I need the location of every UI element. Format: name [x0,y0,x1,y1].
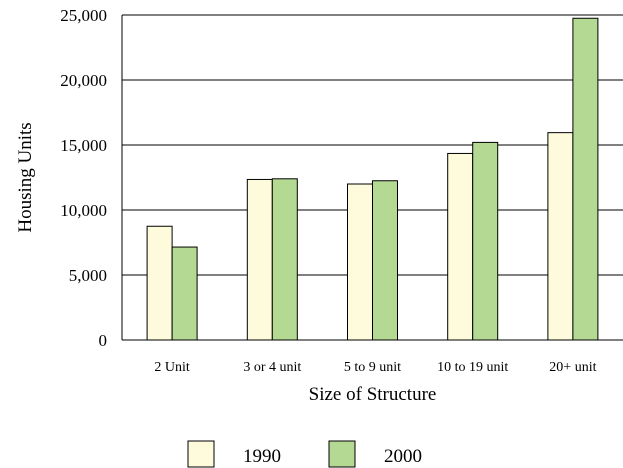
x-tick-label: 20+ unit [549,360,596,375]
bar-1990-4 [547,132,574,341]
bar-2000-0 [171,246,198,341]
y-tick-label: 15,000 [60,136,107,155]
bar-2000-3 [472,141,499,341]
y-axis-title: Housing Units [15,122,36,232]
y-tick-label: 25,000 [60,6,107,25]
y-tick-label: 10,000 [60,201,107,220]
bar-1990-1 [246,178,273,341]
y-tick-label: 0 [99,331,108,350]
y-axis-tick-labels: 0 5,000 10,000 15,000 20,000 25,000 [60,6,107,350]
x-tick-label: 5 to 9 unit [344,360,401,375]
bar-2000-2 [372,180,398,341]
x-tick-label: 2 Unit [154,360,190,375]
x-tick-label: 3 or 4 unit [243,360,301,375]
x-axis-tick-labels: 2 Unit 3 or 4 unit 5 to 9 unit 10 to 19 uni… [154,360,596,375]
legend-label: 1990 [243,446,281,467]
x-tick-label: 10 to 19 unit [437,360,508,375]
bar-1990-3 [447,152,474,341]
legend-swatch-1990 [187,440,215,468]
y-tick-label: 5,000 [69,266,107,285]
bars [146,17,599,341]
bar-2000-1 [271,178,298,341]
bar-2000-4 [572,17,599,341]
legend: 1990 2000 [187,440,422,468]
legend-label: 2000 [384,446,422,467]
x-axis-title: Size of Structure [309,384,437,405]
bar-1990-0 [146,225,173,341]
y-tick-label: 20,000 [60,71,107,90]
bar-1990-2 [347,183,373,341]
legend-swatch-2000 [328,440,356,468]
